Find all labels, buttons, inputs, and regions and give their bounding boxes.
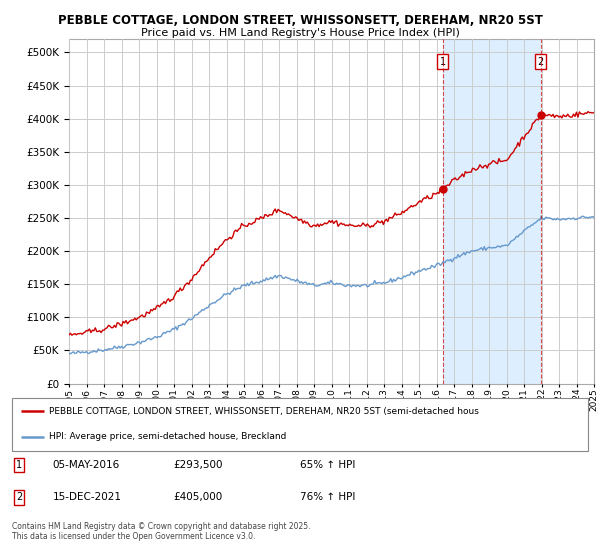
Text: PEBBLE COTTAGE, LONDON STREET, WHISSONSETT, DEREHAM, NR20 5ST (semi-detached hou: PEBBLE COTTAGE, LONDON STREET, WHISSONSE… bbox=[49, 407, 479, 416]
Text: 15-DEC-2021: 15-DEC-2021 bbox=[52, 492, 121, 502]
Text: 2: 2 bbox=[538, 57, 544, 67]
Text: 1: 1 bbox=[440, 57, 446, 67]
Text: Contains HM Land Registry data © Crown copyright and database right 2025.
This d: Contains HM Land Registry data © Crown c… bbox=[12, 522, 311, 542]
Text: £405,000: £405,000 bbox=[173, 492, 223, 502]
Text: 76% ↑ HPI: 76% ↑ HPI bbox=[300, 492, 355, 502]
Text: PEBBLE COTTAGE, LONDON STREET, WHISSONSETT, DEREHAM, NR20 5ST: PEBBLE COTTAGE, LONDON STREET, WHISSONSE… bbox=[58, 14, 542, 27]
Text: Price paid vs. HM Land Registry's House Price Index (HPI): Price paid vs. HM Land Registry's House … bbox=[140, 28, 460, 38]
Text: £293,500: £293,500 bbox=[173, 460, 223, 470]
Bar bbox=[443, 39, 541, 384]
Text: HPI: Average price, semi-detached house, Breckland: HPI: Average price, semi-detached house,… bbox=[49, 432, 287, 441]
Text: 1: 1 bbox=[16, 460, 22, 470]
Text: 65% ↑ HPI: 65% ↑ HPI bbox=[300, 460, 355, 470]
Text: 05-MAY-2016: 05-MAY-2016 bbox=[52, 460, 119, 470]
Text: 2: 2 bbox=[16, 492, 22, 502]
